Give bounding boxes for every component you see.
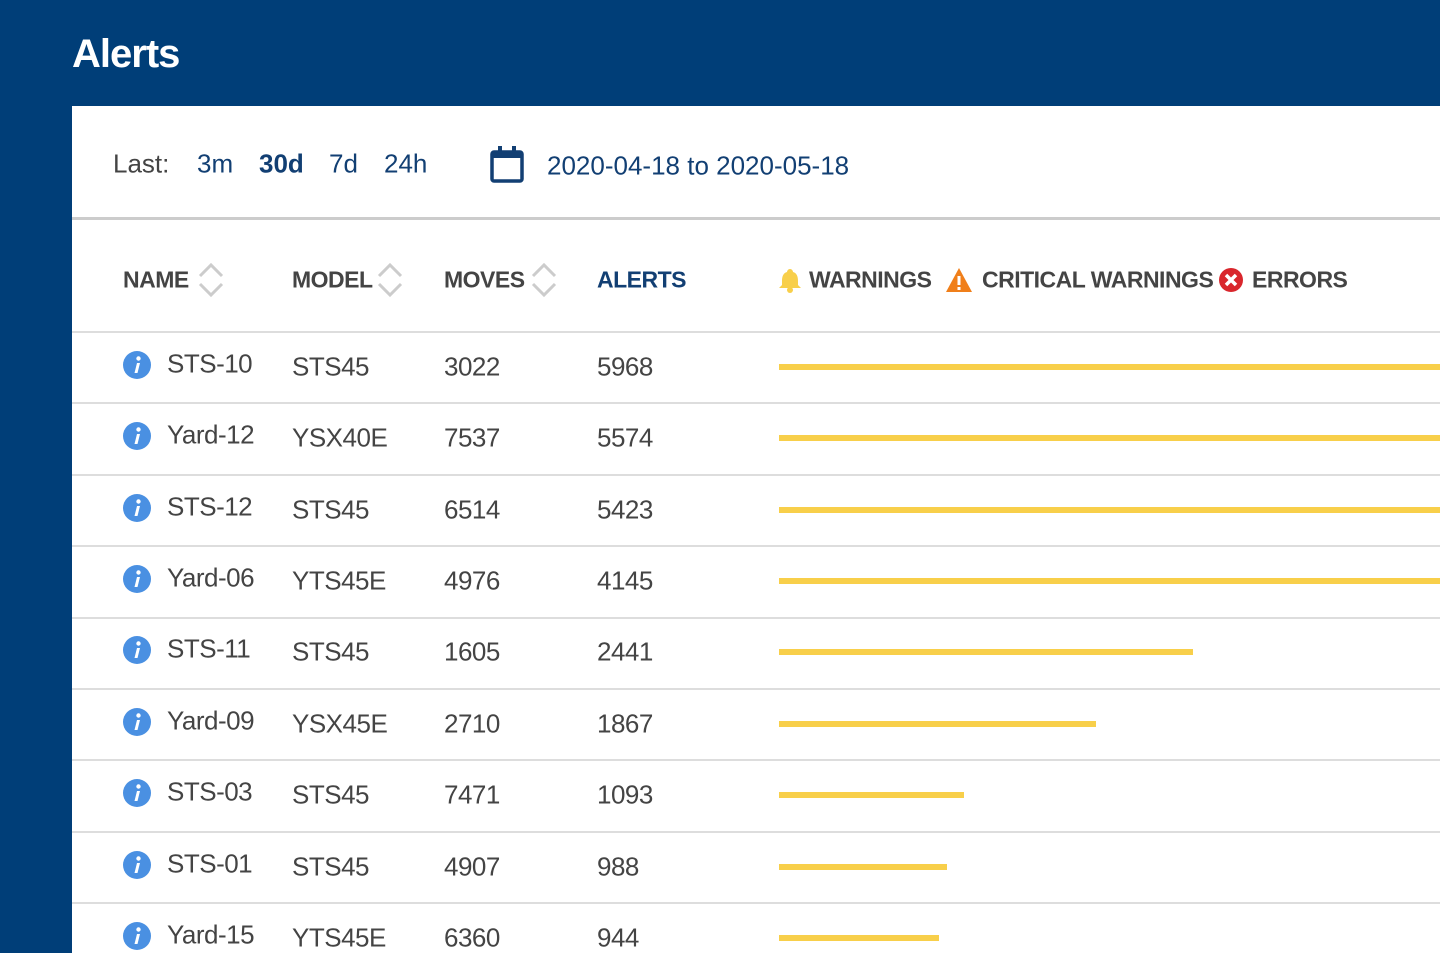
cell-moves: 4907 <box>444 851 500 882</box>
info-icon[interactable] <box>122 564 152 599</box>
sort-icon[interactable] <box>530 262 558 303</box>
cell-moves: 2710 <box>444 708 500 739</box>
info-icon[interactable] <box>122 350 152 385</box>
cell-model: STS45 <box>292 494 369 525</box>
filter-label: Last: <box>113 149 169 180</box>
row-divider <box>72 402 1440 404</box>
legend-icon <box>778 267 802 298</box>
cell-moves: 7471 <box>444 780 500 811</box>
cell-moves: 7537 <box>444 423 500 454</box>
range-option[interactable]: 24h <box>384 149 427 180</box>
cell-model: STS45 <box>292 637 369 668</box>
cell-model: STS45 <box>292 351 369 382</box>
date-range[interactable]: 2020-04-18 to 2020-05-18 <box>547 151 849 182</box>
info-icon[interactable] <box>122 707 152 742</box>
cell-alerts: 1093 <box>597 780 653 811</box>
cell-model: YTS45E <box>292 922 386 953</box>
cell-name[interactable]: STS-10 <box>167 348 252 379</box>
cell-alerts: 5968 <box>597 351 653 382</box>
cell-moves: 6514 <box>444 494 500 525</box>
cell-name[interactable]: Yard-12 <box>167 420 254 451</box>
alert-bar <box>779 578 1440 584</box>
cell-name[interactable]: STS-12 <box>167 491 252 522</box>
alert-bar <box>779 435 1440 441</box>
legend-label: ERRORS <box>1252 267 1347 294</box>
info-icon[interactable] <box>122 493 152 528</box>
range-option[interactable]: 3m <box>197 149 233 180</box>
cell-model: STS45 <box>292 780 369 811</box>
legend-label: CRITICAL WARNINGS <box>982 267 1213 294</box>
cell-moves: 4976 <box>444 565 500 596</box>
alert-bar <box>779 792 964 798</box>
range-option[interactable]: 7d <box>329 149 358 180</box>
cell-name[interactable]: Yard-15 <box>167 919 254 950</box>
alert-bar <box>779 864 947 870</box>
info-icon[interactable] <box>122 635 152 670</box>
cell-model: YSX45E <box>292 708 387 739</box>
divider <box>72 217 1440 220</box>
cell-model: STS45 <box>292 851 369 882</box>
legend-icon <box>1218 267 1244 298</box>
calendar-icon <box>490 146 524 184</box>
cell-model: YSX40E <box>292 423 387 454</box>
info-icon[interactable] <box>122 421 152 456</box>
row-divider <box>72 831 1440 833</box>
column-header[interactable]: NAME <box>123 267 189 294</box>
row-divider <box>72 759 1440 761</box>
row-divider <box>72 617 1440 619</box>
alert-bar <box>779 935 939 941</box>
cell-alerts: 1867 <box>597 708 653 739</box>
cell-alerts: 944 <box>597 922 639 953</box>
cell-moves: 1605 <box>444 637 500 668</box>
row-divider <box>72 474 1440 476</box>
cell-name[interactable]: STS-11 <box>167 634 250 665</box>
range-option[interactable]: 30d <box>259 149 304 180</box>
info-icon[interactable] <box>122 778 152 813</box>
alert-bar <box>779 364 1440 370</box>
page-title: Alerts <box>72 32 179 77</box>
row-divider <box>72 545 1440 547</box>
column-header[interactable]: MODEL <box>292 267 373 294</box>
cell-alerts: 4145 <box>597 565 653 596</box>
column-header: ALERTS <box>597 267 686 294</box>
cell-model: YTS45E <box>292 565 386 596</box>
row-divider <box>72 902 1440 904</box>
cell-name[interactable]: STS-01 <box>167 848 252 879</box>
cell-name[interactable]: Yard-09 <box>167 705 254 736</box>
panel: Last: 3m 30d 7d 24h 2020-04-18 to 2020-05-18 N… <box>72 106 1440 953</box>
alert-bar <box>779 507 1440 513</box>
info-icon[interactable] <box>122 921 152 953</box>
cell-alerts: 2441 <box>597 637 653 668</box>
column-header[interactable]: MOVES <box>444 267 525 294</box>
cell-alerts: 5574 <box>597 423 653 454</box>
sort-icon[interactable] <box>376 262 404 303</box>
cell-alerts: 5423 <box>597 494 653 525</box>
alert-bar <box>779 649 1193 655</box>
cell-moves: 3022 <box>444 351 500 382</box>
info-icon[interactable] <box>122 850 152 885</box>
cell-name[interactable]: STS-03 <box>167 777 252 808</box>
row-divider <box>72 688 1440 690</box>
cell-moves: 6360 <box>444 922 500 953</box>
cell-alerts: 988 <box>597 851 639 882</box>
legend-icon <box>945 267 973 298</box>
cell-name[interactable]: Yard-06 <box>167 562 254 593</box>
row-divider <box>72 331 1440 333</box>
legend-label: WARNINGS <box>809 267 932 294</box>
sort-icon[interactable] <box>197 262 225 303</box>
alert-bar <box>779 721 1096 727</box>
